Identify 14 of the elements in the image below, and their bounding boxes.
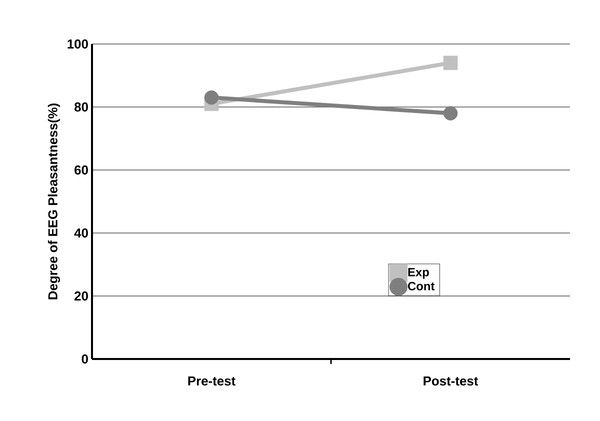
y-tick-label: 40 [74, 228, 88, 238]
point [204, 90, 219, 105]
y-tick-label: 0 [82, 354, 88, 364]
y-tick-label: 80 [74, 102, 88, 112]
y-axis-title: Degree of EEG Pleasantness(%) [48, 104, 60, 300]
y-tick-label: 60 [74, 165, 88, 175]
y-tick-label: 20 [74, 291, 88, 301]
x-tick-label: Post-test [424, 376, 478, 386]
point [443, 56, 458, 70]
point [443, 106, 458, 120]
x-tick-label: Pre-test [188, 376, 236, 386]
legend-label: Exp [408, 268, 429, 279]
y-tick-label: 100 [68, 39, 88, 49]
legend-label: Cont [408, 282, 435, 290]
